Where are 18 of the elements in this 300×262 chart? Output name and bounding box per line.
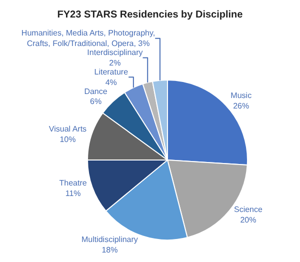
slice-label: Music: [230, 90, 252, 100]
slice-label: Multidisciplinary: [81, 235, 138, 244]
slice-label: Interdisciplinary: [87, 48, 143, 58]
data-label: 2%: [109, 58, 121, 68]
data-label: 26%: [233, 101, 250, 110]
data-label: 20%: [240, 216, 256, 225]
slice-label: Science: [234, 205, 264, 214]
slice-label: Dance: [84, 86, 108, 96]
slice-label: Theatre: [59, 178, 88, 188]
slice-label: Literature: [94, 67, 129, 76]
slice-label: Humanities, Media Arts, Photography, Crafts, Folk/Traditional, Opera, 3%: [21, 28, 156, 48]
chart-title: FY23 STARS Residencies by Discipline: [57, 9, 244, 20]
data-label: 18%: [102, 246, 118, 255]
data-label: 11%: [65, 188, 81, 198]
data-label: 10%: [60, 135, 76, 144]
slice-label: Visual Arts: [48, 124, 87, 134]
data-label: 6%: [90, 97, 102, 106]
data-label: 4%: [105, 78, 117, 87]
